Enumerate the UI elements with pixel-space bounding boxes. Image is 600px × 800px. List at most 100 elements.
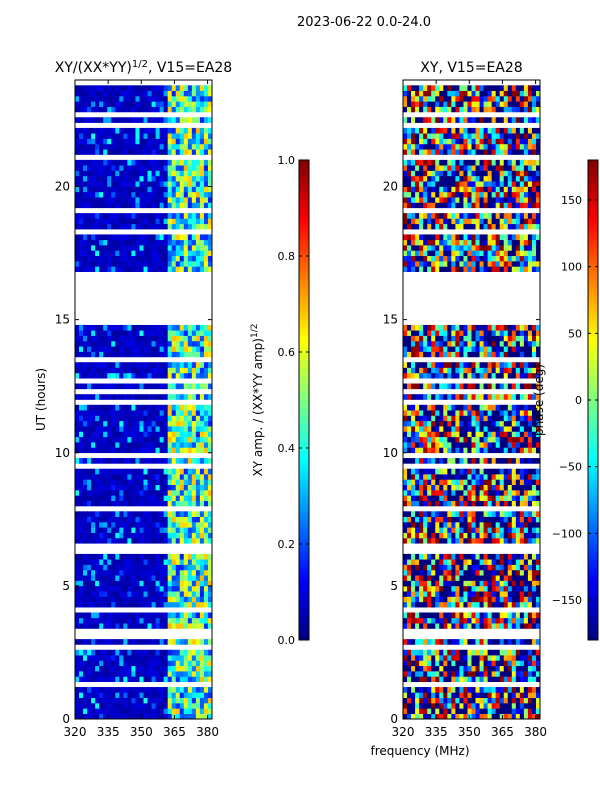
heatmap-cell bbox=[123, 601, 128, 608]
heatmap-cell bbox=[427, 671, 432, 677]
heatmap-cell bbox=[171, 474, 177, 480]
heatmap-cell bbox=[111, 159, 116, 166]
heatmap-cell bbox=[135, 367, 140, 374]
heatmap-cell bbox=[119, 117, 124, 123]
heatmap-cell bbox=[203, 468, 209, 475]
heatmap-cell bbox=[451, 575, 456, 581]
heatmap-cell bbox=[511, 404, 517, 411]
heatmap-cell bbox=[407, 410, 412, 416]
heatmap-cell bbox=[79, 239, 84, 246]
heatmap-cell bbox=[91, 197, 96, 203]
heatmap-cell bbox=[131, 559, 136, 565]
heatmap-cell bbox=[455, 474, 460, 480]
heatmap-cell bbox=[75, 127, 80, 134]
heatmap-cell bbox=[151, 191, 156, 198]
heatmap-cell bbox=[415, 532, 420, 539]
heatmap-cell bbox=[99, 516, 104, 523]
heatmap-cell bbox=[183, 117, 189, 123]
heatmap-cell bbox=[91, 692, 96, 699]
heatmap-cell bbox=[171, 95, 177, 102]
heatmap-cell bbox=[411, 474, 416, 480]
heatmap-cell bbox=[111, 138, 116, 145]
heatmap-cell bbox=[519, 580, 525, 587]
heatmap-cell bbox=[415, 426, 420, 432]
heatmap-cell bbox=[131, 372, 136, 379]
heatmap-cell bbox=[499, 617, 505, 624]
heatmap-cell bbox=[83, 527, 88, 533]
heatmap-cell bbox=[75, 170, 80, 177]
heatmap-cell bbox=[131, 266, 136, 273]
heatmap-cell bbox=[131, 703, 136, 709]
heatmap-cell bbox=[459, 596, 464, 603]
heatmap-cell bbox=[155, 612, 161, 619]
heatmap-cell bbox=[451, 484, 456, 491]
heatmap-cell bbox=[207, 474, 213, 480]
heatmap-cell bbox=[155, 234, 161, 241]
heatmap-cell bbox=[207, 346, 213, 352]
heatmap-cell bbox=[123, 218, 128, 225]
heatmap-cell bbox=[479, 500, 484, 507]
heatmap-cell bbox=[91, 127, 96, 134]
heatmap-cell bbox=[143, 127, 148, 134]
heatmap-cell bbox=[519, 367, 525, 374]
heatmap-cell bbox=[195, 234, 201, 241]
heatmap-cell bbox=[151, 223, 156, 230]
heatmap-cell bbox=[99, 101, 104, 107]
heatmap-cell bbox=[99, 559, 104, 565]
heatmap-cell bbox=[439, 617, 444, 624]
heatmap-cell bbox=[511, 415, 517, 422]
heatmap-cell bbox=[147, 90, 152, 97]
heatmap-cell bbox=[191, 165, 197, 171]
heatmap-cell bbox=[163, 601, 169, 608]
heatmap-cell bbox=[467, 372, 472, 379]
heatmap-cell bbox=[479, 495, 484, 501]
heatmap-cell bbox=[515, 362, 521, 368]
heatmap-cell bbox=[447, 436, 452, 443]
heatmap-cell bbox=[451, 537, 456, 544]
heatmap-cell bbox=[155, 181, 161, 187]
heatmap-cell bbox=[151, 213, 156, 219]
heatmap-cell bbox=[195, 394, 201, 400]
heatmap-cell bbox=[171, 447, 177, 454]
heatmap-cell bbox=[515, 383, 521, 390]
heatmap-cell bbox=[119, 612, 124, 619]
heatmap-cell bbox=[475, 532, 480, 539]
heatmap-cell bbox=[423, 687, 428, 693]
heatmap-cell bbox=[195, 367, 201, 374]
heatmap-cell bbox=[79, 426, 84, 432]
x-tick-label: 335 bbox=[97, 725, 120, 739]
heatmap-cell bbox=[171, 330, 177, 336]
heatmap-cell bbox=[143, 159, 148, 166]
heatmap-cell bbox=[487, 671, 493, 677]
heatmap-cell bbox=[87, 90, 92, 97]
heatmap-cell bbox=[163, 234, 169, 241]
heatmap-cell bbox=[427, 591, 432, 597]
heatmap-cell bbox=[479, 394, 484, 400]
heatmap-cell bbox=[131, 468, 136, 475]
heatmap-cell bbox=[75, 708, 80, 714]
heatmap-cell bbox=[79, 596, 84, 603]
heatmap-cell bbox=[143, 255, 148, 262]
heatmap-cell bbox=[459, 447, 464, 454]
heatmap-cell bbox=[443, 436, 448, 443]
heatmap-cell bbox=[143, 655, 148, 661]
heatmap-cell bbox=[203, 436, 209, 443]
heatmap-cell bbox=[195, 186, 201, 193]
heatmap-cell bbox=[423, 420, 428, 427]
heatmap-cell bbox=[451, 431, 456, 438]
heatmap-cell bbox=[139, 623, 144, 629]
heatmap-cell bbox=[483, 596, 489, 603]
heatmap-cell bbox=[183, 458, 189, 464]
heatmap-cell bbox=[75, 426, 80, 432]
heatmap-cell bbox=[159, 559, 165, 565]
heatmap-cell bbox=[519, 431, 525, 438]
heatmap-cell bbox=[447, 426, 452, 432]
heatmap-cell bbox=[523, 447, 529, 454]
heatmap-cell bbox=[143, 649, 148, 656]
heatmap-cell bbox=[403, 404, 408, 411]
heatmap-cell bbox=[135, 181, 140, 187]
heatmap-cell bbox=[171, 191, 177, 198]
heatmap-cell bbox=[507, 447, 513, 454]
heatmap-cell bbox=[199, 415, 205, 422]
heatmap-cell bbox=[435, 474, 440, 480]
